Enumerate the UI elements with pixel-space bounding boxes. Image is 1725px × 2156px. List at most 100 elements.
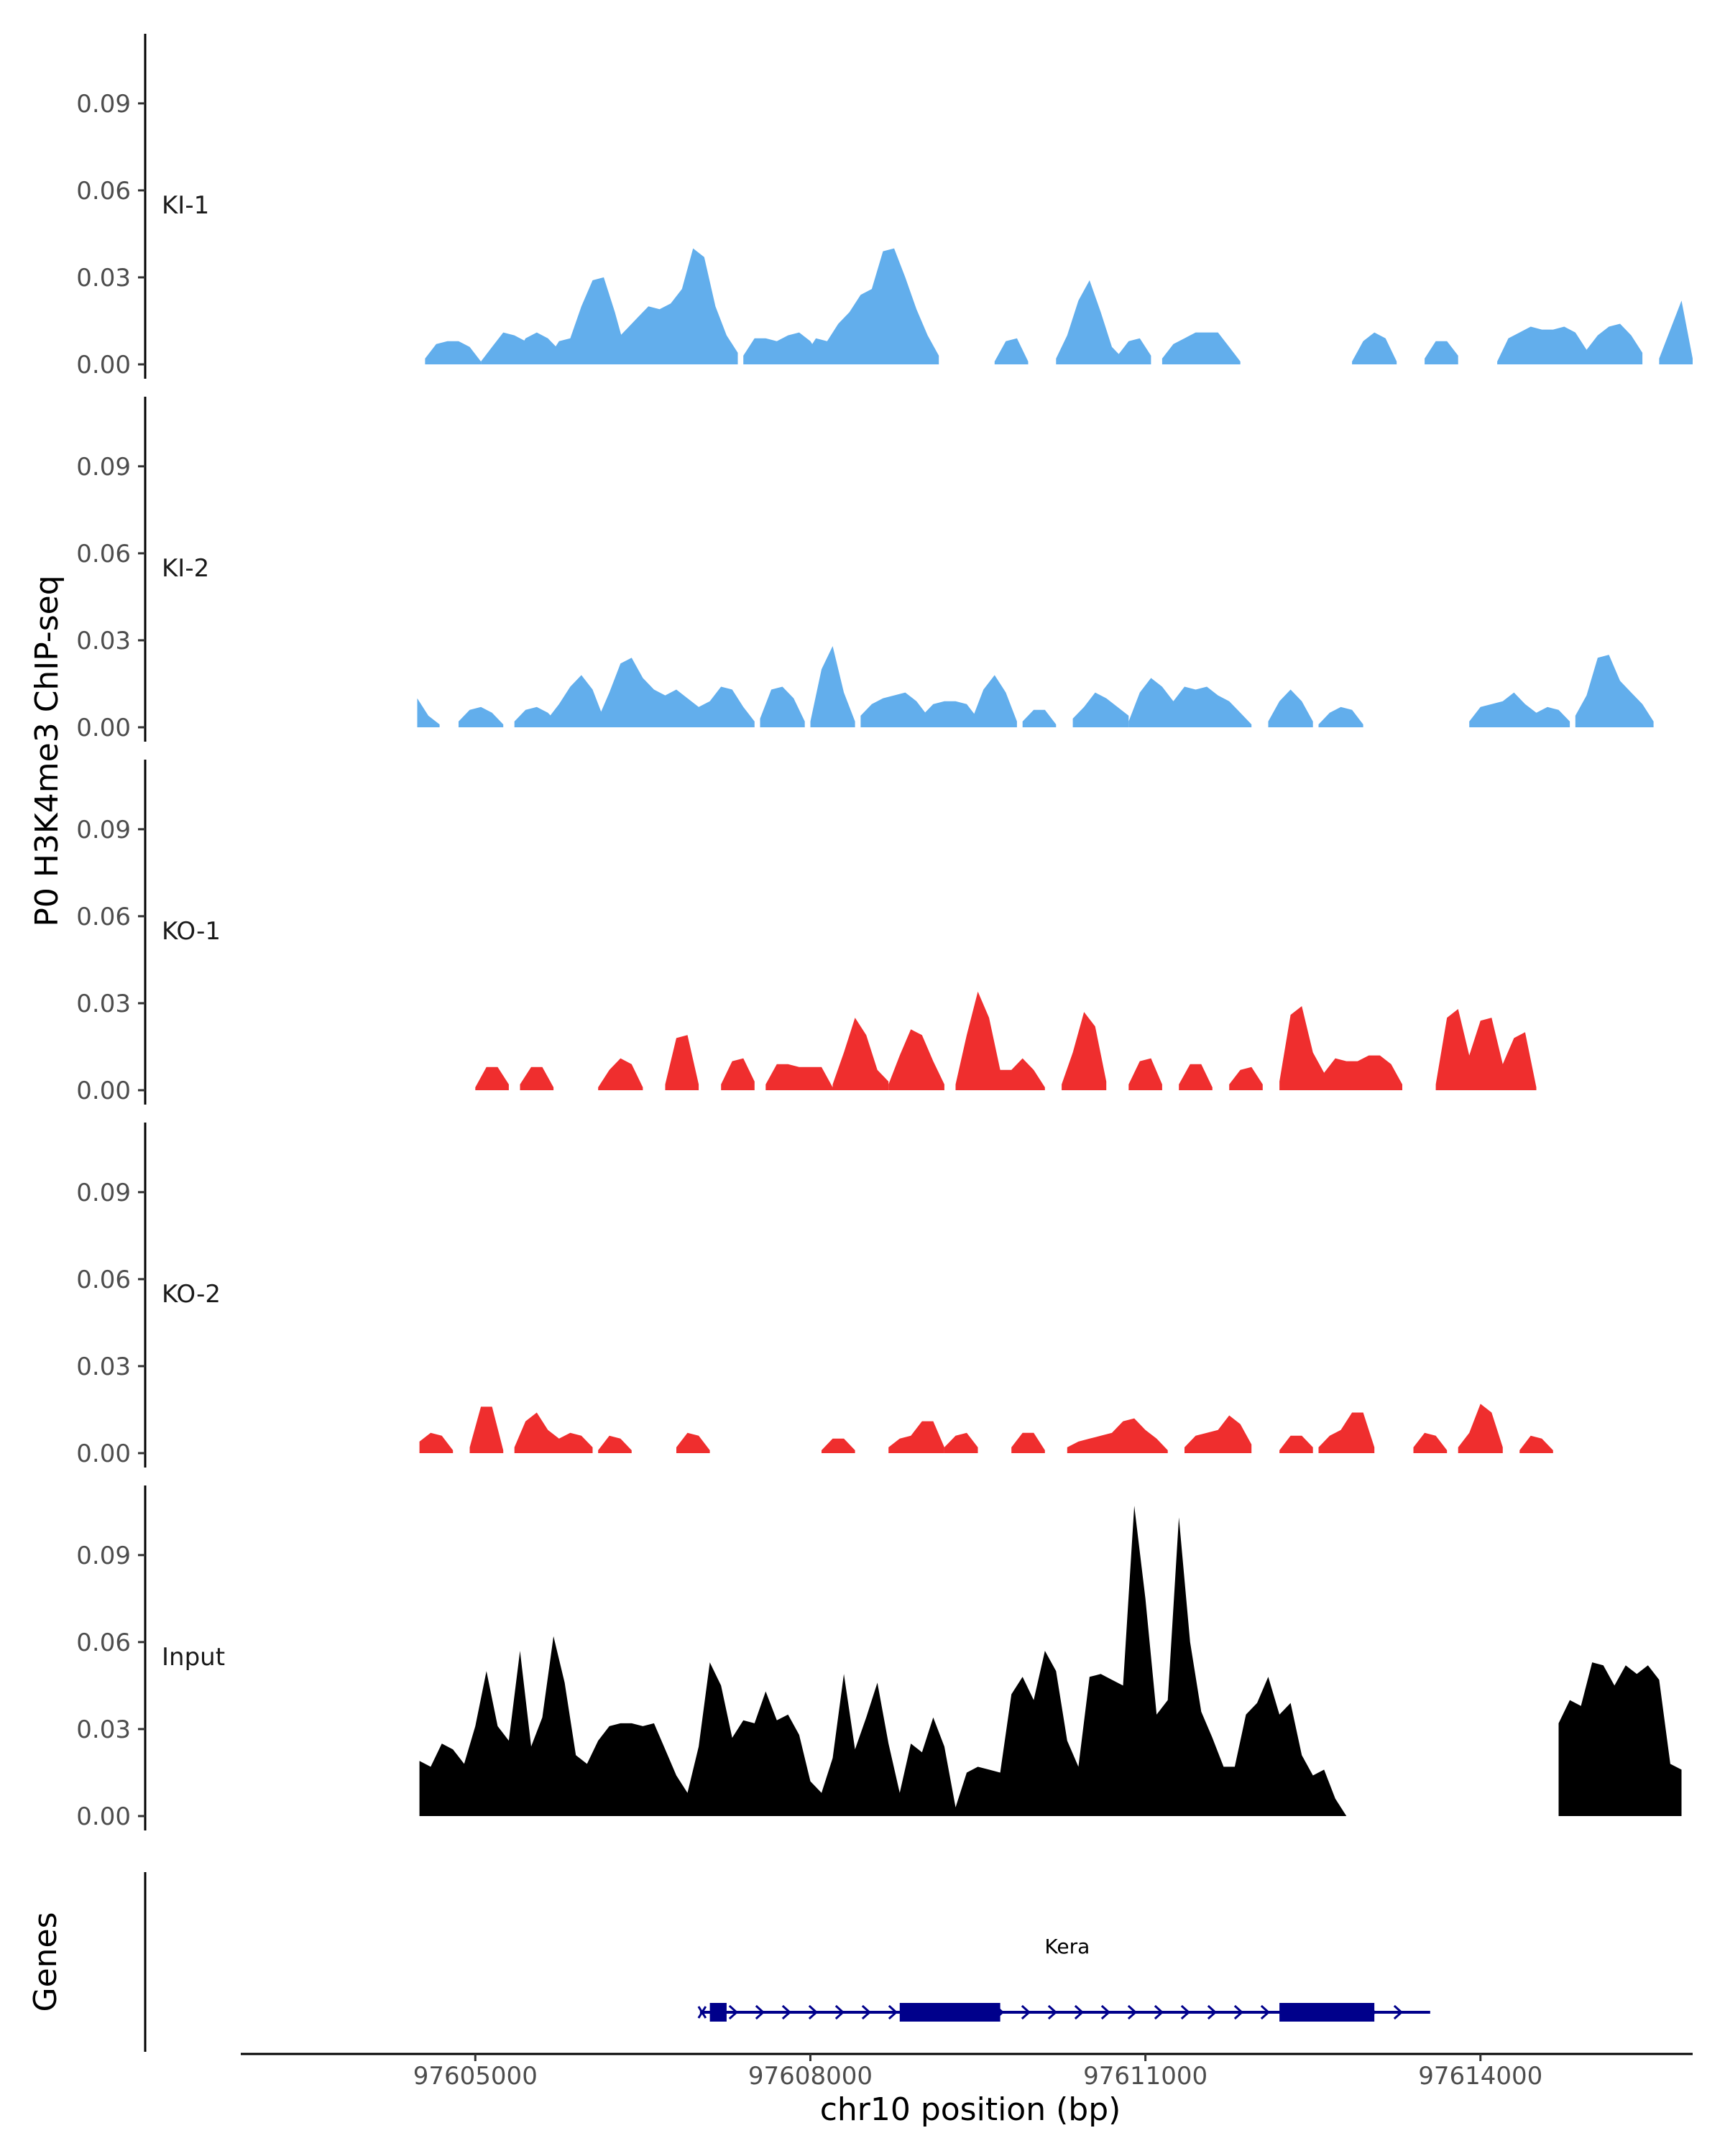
coverage-area [598,658,755,727]
coverage-area [1352,332,1397,364]
track-panel-ki-2: 0.00 0.03 0.06 0.09 KI-2 [76,397,1654,742]
coverage-area [972,675,1017,727]
coverage-area [1558,1662,1682,1816]
y-tick-label: 0.03 [76,264,131,292]
coverage-area [994,338,1029,364]
coverage-area [1497,323,1643,364]
y-tick-label: 0.06 [76,903,131,931]
strand-arrow-icon [781,2004,792,2020]
coverage-area [1458,1404,1503,1453]
y-tick-label: 0.09 [76,1542,131,1570]
coverage-area [765,1064,833,1090]
y-tick-label: 0.03 [76,627,131,655]
coverage-area [721,1058,755,1090]
x-axis-title: chr10 position (bp) [820,2091,1121,2128]
strand-arrow-icon [1154,2004,1164,2020]
strand-arrow-icon [861,2004,872,2020]
track-label: Input [162,1643,225,1672]
y-tick-label: 0.06 [76,1266,131,1294]
y-tick-label: 0.00 [76,1439,131,1468]
y-tick-label: 0.09 [76,90,131,119]
coverage-area [1318,706,1363,727]
coverage-area [1072,692,1129,727]
coverage-area [1128,1058,1162,1090]
gene-start-mark-icon [697,2006,707,2019]
coverage-area [921,701,978,727]
track-label: KI-2 [162,554,209,583]
track-panel-ko-1: 0.00 0.03 0.06 0.09 KO-1 [76,760,1537,1105]
coverage-area [1279,1435,1313,1453]
x-tick-label: 97614000 [1418,2062,1542,2091]
track-label: KO-1 [162,917,221,946]
y-tick-label: 0.09 [76,816,131,844]
strand-arrow-icon [1207,2004,1218,2020]
y-tick-label: 0.06 [76,540,131,568]
coverage-area [860,692,928,727]
y-tick-label: 0.09 [76,453,131,482]
coverage-area [888,1029,944,1090]
coverage-area [469,1406,504,1453]
coverage-area [520,1067,554,1090]
coverage-area [1179,1064,1213,1090]
coverage-area [419,1506,1347,1816]
coverage-area [743,332,822,364]
coverage-area [1659,300,1693,364]
coverage-area [760,686,805,727]
coverage-area [1268,689,1313,727]
genes-track-label: Genes [27,1912,64,2012]
coverage-area [425,341,482,364]
coverage-area [822,1438,855,1453]
coverage-area [514,706,559,727]
coverage-area [1117,338,1151,364]
coverage-area [1435,1009,1537,1090]
strand-arrow-icon [808,2004,819,2020]
coverage-area [514,1412,593,1453]
coverage-area [1022,709,1057,727]
coverage-area [459,706,504,727]
track-label: KI-1 [162,191,209,220]
coverage-area [604,248,738,364]
coverage-area [810,646,855,727]
coverage-area [1279,1006,1402,1090]
y-tick-label: 0.03 [76,1353,131,1381]
coverage-area [1469,692,1570,727]
strand-arrow-icon [888,2004,898,2020]
track-panel-ko-2: 0.00 0.03 0.06 0.09 KO-2 [76,1123,1553,1468]
coverage-area [1413,1432,1448,1453]
coverage-area [475,1067,509,1090]
coverage-area [548,277,627,364]
y-tick-label: 0.03 [76,1715,131,1744]
strand-arrow-icon [1233,2004,1244,2020]
coverage-area [1575,655,1654,727]
coverage-area [598,1058,643,1090]
panels-group: 0.00 0.03 0.06 0.09 KI-1 0.00 0.03 0.06 0.09 KI-2… [76,34,1693,1831]
track-panel-input: 0.00 0.03 0.06 0.09 Input [76,1485,1682,1831]
y-tick-label: 0.00 [76,1077,131,1105]
gene-exon [899,2003,1000,2022]
coverage-area [1162,332,1241,364]
coverage-area [944,1432,978,1453]
strand-arrow-icon [1047,2004,1058,2020]
y-axis-title: P0 H3K4me3 ChIP-seq [29,575,65,926]
coverage-area [598,1435,632,1453]
coverage-area [1056,280,1123,364]
y-tick-label: 0.03 [76,990,131,1018]
gene-panel: Genes Kera 97605000 97608000 97611000 9761400… [27,1872,1693,2091]
x-axis: 97605000 97608000 97611000 97614000 [241,2053,1693,2091]
x-tick-label: 97608000 [748,2062,873,2091]
coverage-area [832,1018,889,1090]
coverage-area [1318,1412,1375,1453]
y-tick-label: 0.06 [76,177,131,206]
coverage-area [1128,678,1252,727]
y-tick-label: 0.00 [76,714,131,742]
gene-exon [1279,2003,1375,2022]
coverage-area [417,698,440,727]
y-tick-label: 0.00 [76,351,131,379]
y-tick-label: 0.09 [76,1179,131,1207]
strand-arrow-icon [1074,2004,1085,2020]
strand-arrow-icon [1127,2004,1138,2020]
coverage-area [665,1035,699,1090]
coverage-area [1062,1012,1107,1090]
coverage-area [419,1432,454,1453]
